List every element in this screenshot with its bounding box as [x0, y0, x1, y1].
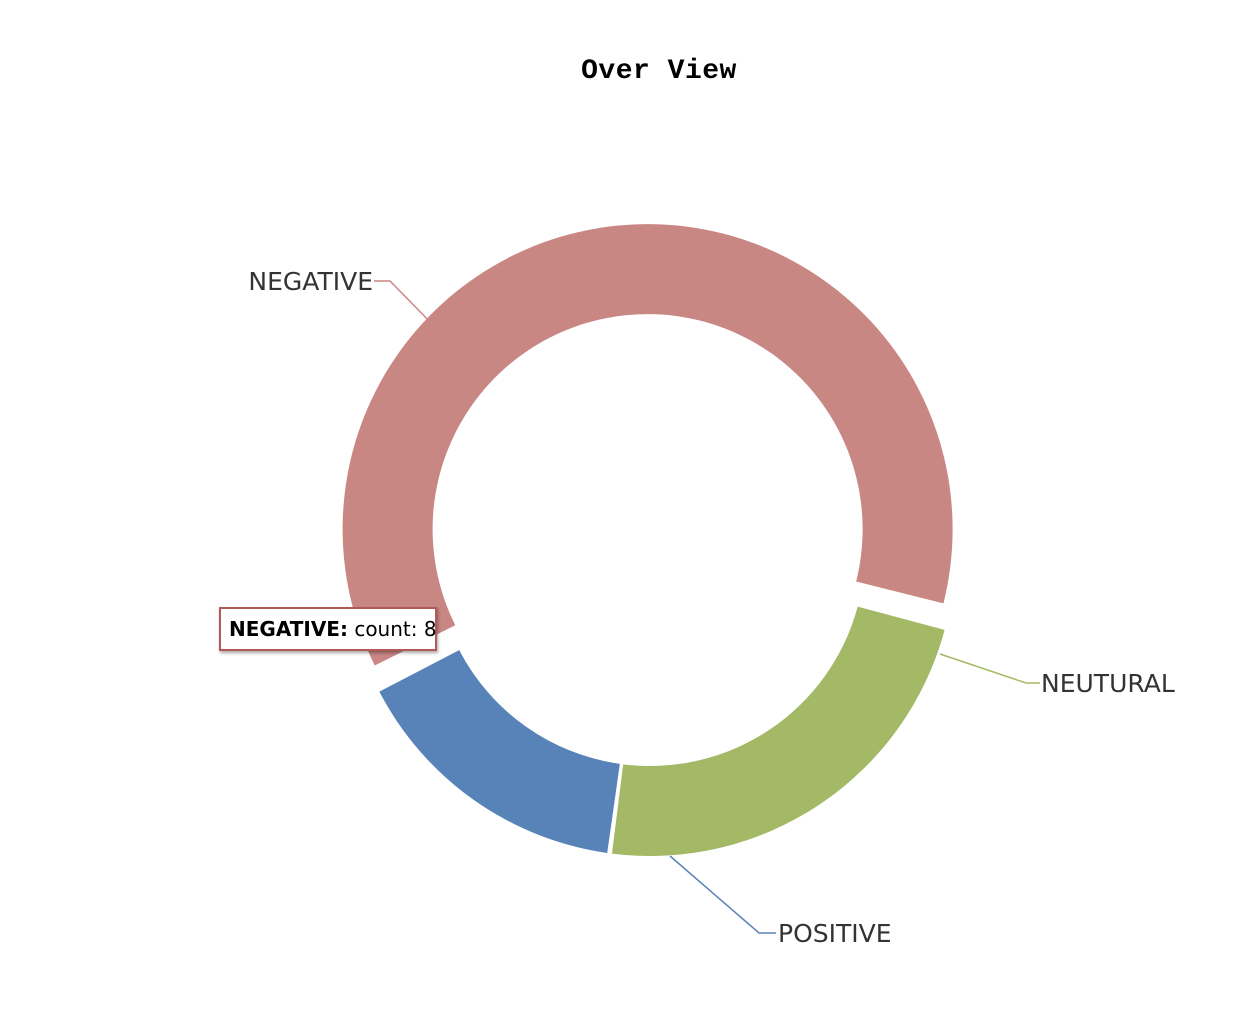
- slice-label-neutural: NEUTURAL: [1041, 669, 1175, 698]
- slice-positive[interactable]: [379, 650, 620, 853]
- leader-line-negative: [374, 280, 439, 331]
- tooltip-value: count: 8: [354, 617, 437, 641]
- slice-label-positive: POSITIVE: [778, 919, 892, 948]
- leader-line-positive: [669, 855, 776, 934]
- tooltip-label: NEGATIVE:: [229, 617, 348, 641]
- slice-neutural[interactable]: [611, 606, 945, 856]
- slice-tooltip: NEGATIVE: count: 8: [219, 607, 437, 651]
- leader-lines: [374, 280, 1040, 934]
- slice-label-negative: NEGATIVE: [248, 267, 373, 296]
- slice-labels: NEGATIVE NEUTURAL POSITIVE: [248, 267, 1174, 948]
- donut-slices: [342, 224, 953, 856]
- chart-title: Over View: [581, 56, 737, 87]
- slice-negative[interactable]: [342, 224, 953, 666]
- leader-line-neutural: [939, 653, 1040, 684]
